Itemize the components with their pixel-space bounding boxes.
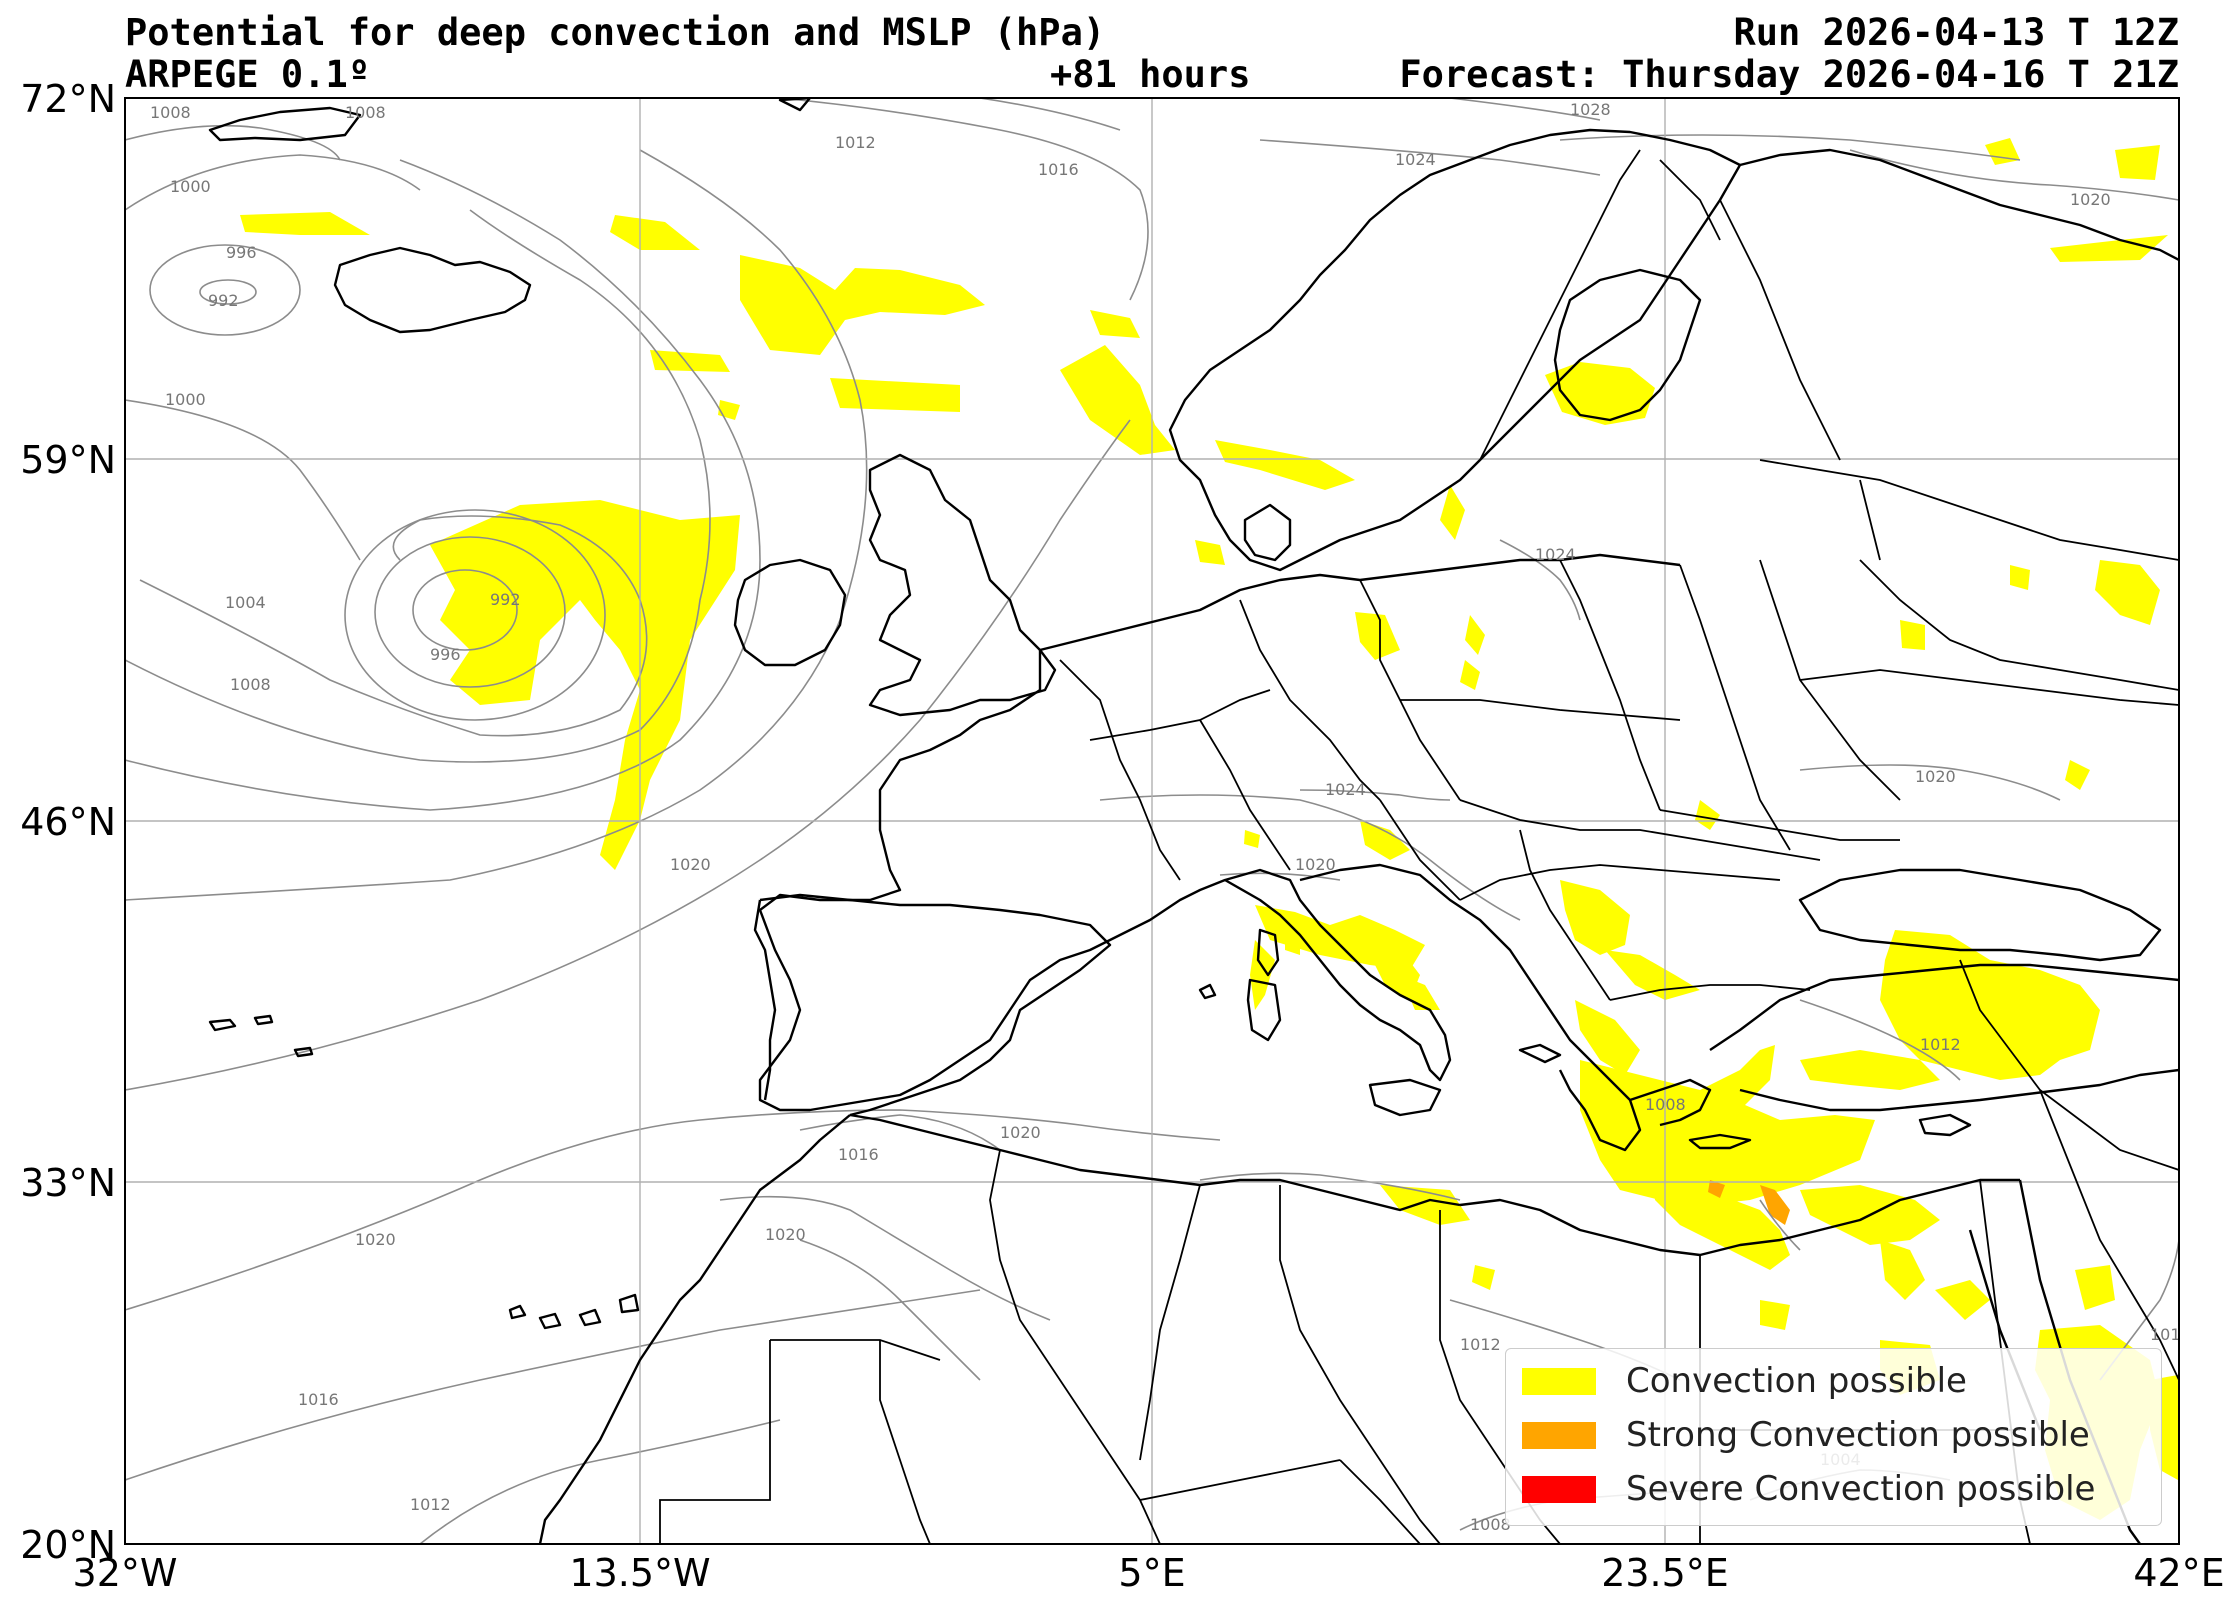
isobar-label: 1020	[1295, 855, 1336, 874]
lat-tick-label: 72°N	[20, 77, 116, 121]
isobar-label: 992	[208, 291, 239, 310]
map-frame	[124, 97, 2180, 1545]
lat-tick-labels: 72°N 59°N 46°N 33°N 20°N	[20, 77, 116, 1567]
lat-tick-label: 20°N	[20, 1523, 116, 1567]
lat-tick-label: 33°N	[20, 1161, 116, 1205]
isobar-label: 996	[430, 645, 461, 664]
lon-tick-label: 13.5°W	[569, 1551, 710, 1595]
map-title: Potential for deep convection and MSLP (…	[125, 11, 1106, 54]
model-label: ARPEGE 0.1º	[125, 53, 371, 96]
legend-item-severe: Severe Convection possible	[1522, 1469, 2095, 1509]
isobar-label: 1012	[2150, 1325, 2191, 1344]
isobar-label: 1024	[1535, 545, 1576, 564]
isobar-label: 1020	[670, 855, 711, 874]
isobar-label: 1020	[2070, 190, 2111, 209]
isobar-label: 1020	[765, 1225, 806, 1244]
isobar-label: 1028	[1570, 100, 1611, 119]
isobar-label: 1020	[1000, 1123, 1041, 1142]
isobar-label: 1012	[835, 133, 876, 152]
isobar-label: 1012	[1920, 1035, 1961, 1054]
lat-tick-label: 46°N	[20, 800, 116, 844]
strong-convection-areas	[1708, 1180, 1790, 1225]
legend-item-strong: Strong Convection possible	[1522, 1415, 2090, 1455]
legend-label: Severe Convection possible	[1626, 1469, 2096, 1509]
country-borders	[659, 149, 2179, 1544]
isobar-label: 1016	[838, 1145, 879, 1164]
lon-tick-label: 32°W	[73, 1551, 178, 1595]
isobars	[125, 98, 2179, 1544]
lead-time-label: +81 hours	[1050, 53, 1251, 96]
legend-label: Strong Convection possible	[1626, 1415, 2090, 1455]
run-label: Run 2026-04-13 T 12Z	[1733, 11, 2179, 54]
legend-swatch-convection	[1522, 1367, 1596, 1395]
isobar-label: 1008	[1645, 1095, 1686, 1114]
isobar-label: 1024	[1395, 150, 1436, 169]
isobar-label: 1004	[225, 593, 266, 612]
isobar-label: 1008	[230, 675, 271, 694]
lon-tick-labels: 32°W 13.5°W 5°E 23.5°E 42°E	[73, 1551, 2225, 1595]
isobar-label: 1012	[1460, 1335, 1501, 1354]
lon-tick-label: 42°E	[2133, 1551, 2224, 1595]
lat-tick-label: 59°N	[20, 438, 116, 482]
isobar-label: 1016	[1038, 160, 1079, 179]
legend-label: Convection possible	[1626, 1361, 1967, 1401]
isobar-label: 1000	[165, 390, 206, 409]
graticule	[125, 98, 2179, 1544]
legend-item-convection: Convection possible	[1522, 1361, 1967, 1401]
legend: Convection possible Strong Convection po…	[1505, 1348, 2162, 1526]
lon-tick-label: 5°E	[1118, 1551, 1185, 1595]
isobar-label: 1000	[170, 177, 211, 196]
lon-tick-label: 23.5°E	[1601, 1551, 1729, 1595]
legend-swatch-severe	[1522, 1475, 1596, 1503]
isobar-label: 1008	[1470, 1515, 1511, 1534]
isobar-label: 1024	[1325, 780, 1366, 799]
coastlines	[208, 98, 2179, 1544]
isobar-label: 1020	[355, 1230, 396, 1249]
isobar-label: 1008	[345, 103, 386, 122]
isobar-label: 992	[490, 590, 521, 609]
isobar-label: 1012	[410, 1495, 451, 1514]
isobar-label: 1020	[1915, 767, 1956, 786]
legend-swatch-strong	[1522, 1421, 1596, 1449]
forecast-label: Forecast: Thursday 2026-04-16 T 21Z	[1399, 53, 2179, 96]
isobar-label: 1016	[298, 1390, 339, 1409]
isobar-label: 996	[226, 243, 257, 262]
isobar-label: 1008	[150, 103, 191, 122]
